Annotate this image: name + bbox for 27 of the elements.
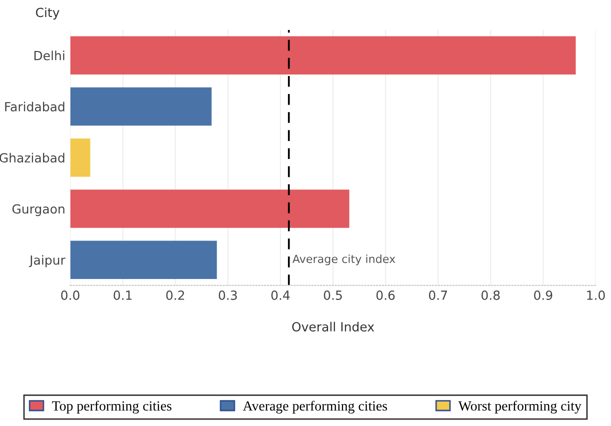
x-tick-label: 0.0: [61, 290, 80, 300]
bar: [70, 36, 576, 75]
x-tick-label: 0.7: [428, 290, 447, 300]
x-tick-label: 0.2: [166, 290, 184, 300]
y-tick-label: Gurgaon: [12, 204, 64, 216]
legend-label: Top performing cities: [52, 400, 172, 414]
bar: [70, 138, 90, 177]
bar: [70, 190, 350, 228]
x-tick-label: 0.5: [324, 290, 342, 300]
x-axis-title: Overall Index: [292, 322, 374, 332]
y-axis-title: City: [36, 8, 60, 20]
x-tick-label: 0.6: [376, 290, 395, 300]
x-tick-label: 1.0: [587, 290, 605, 300]
y-tick-label: Delhi: [34, 50, 64, 60]
ref-line-label: Average city index: [292, 254, 396, 266]
x-tick-label: 0.8: [482, 290, 500, 300]
bar: [70, 240, 217, 280]
y-tick-label: Faridabad: [5, 102, 64, 112]
y-tick-label: Jaipur: [28, 255, 66, 268]
x-tick-label: 0.1: [114, 290, 132, 300]
y-tick-label: Ghaziabad: [0, 152, 64, 163]
legend-label: Average performing cities: [242, 400, 388, 414]
x-tick-label: 0.9: [534, 290, 552, 300]
x-tick-label: 0.4: [271, 290, 290, 300]
bar: [70, 87, 212, 126]
legend-label: Worst performing city: [458, 400, 582, 414]
x-tick-label: 0.3: [218, 290, 237, 300]
